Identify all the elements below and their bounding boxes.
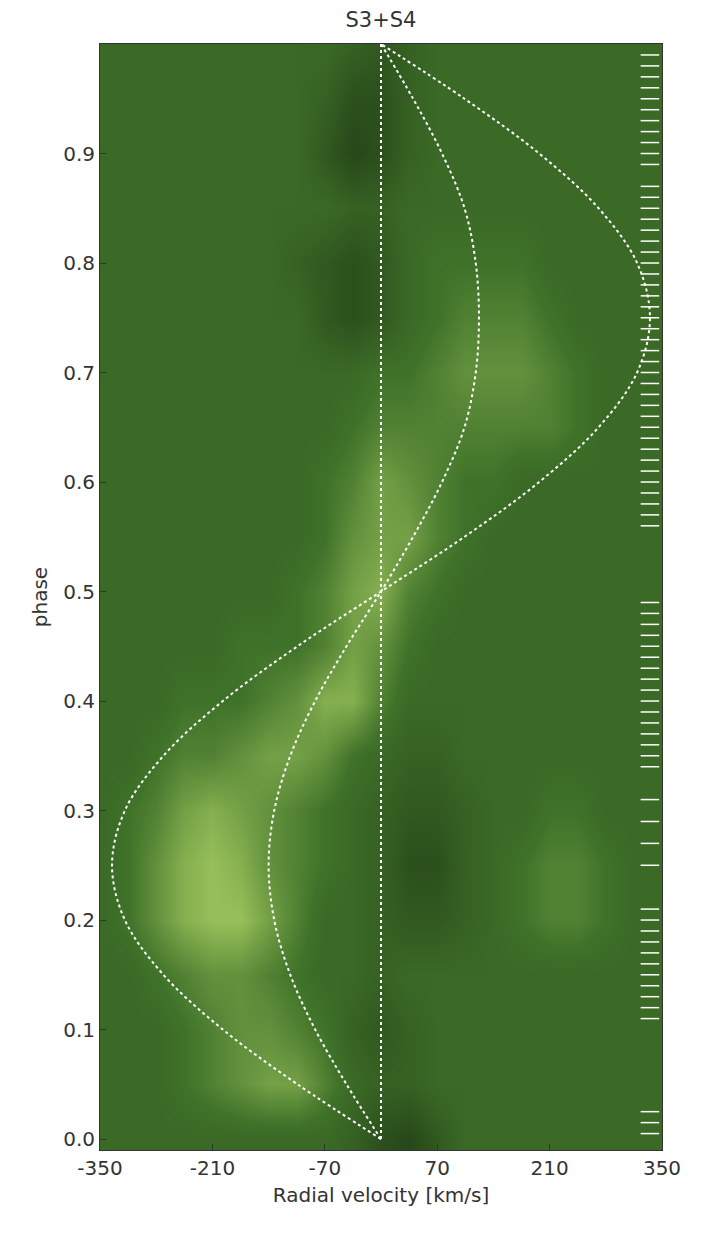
svg-text:0.4: 0.4 xyxy=(63,689,95,713)
svg-text:0.7: 0.7 xyxy=(63,361,95,385)
svg-text:0.3: 0.3 xyxy=(63,799,95,823)
svg-text:Radial velocity [km/s]: Radial velocity [km/s] xyxy=(273,1183,489,1207)
svg-text:0.8: 0.8 xyxy=(63,251,95,275)
svg-text:0.9: 0.9 xyxy=(63,142,95,166)
svg-text:210: 210 xyxy=(531,1156,569,1180)
svg-text:0.0: 0.0 xyxy=(63,1127,95,1151)
svg-text:-70: -70 xyxy=(308,1156,341,1180)
svg-text:0.5: 0.5 xyxy=(63,580,95,604)
svg-text:0.2: 0.2 xyxy=(63,908,95,932)
svg-text:70: 70 xyxy=(424,1156,449,1180)
svg-text:0.1: 0.1 xyxy=(63,1018,95,1042)
svg-text:phase: phase xyxy=(28,567,52,627)
svg-text:-350: -350 xyxy=(77,1156,122,1180)
svg-text:S3+S4: S3+S4 xyxy=(346,8,417,32)
svg-text:0.6: 0.6 xyxy=(63,470,95,494)
svg-text:350: 350 xyxy=(643,1156,681,1180)
svg-text:-210: -210 xyxy=(190,1156,235,1180)
